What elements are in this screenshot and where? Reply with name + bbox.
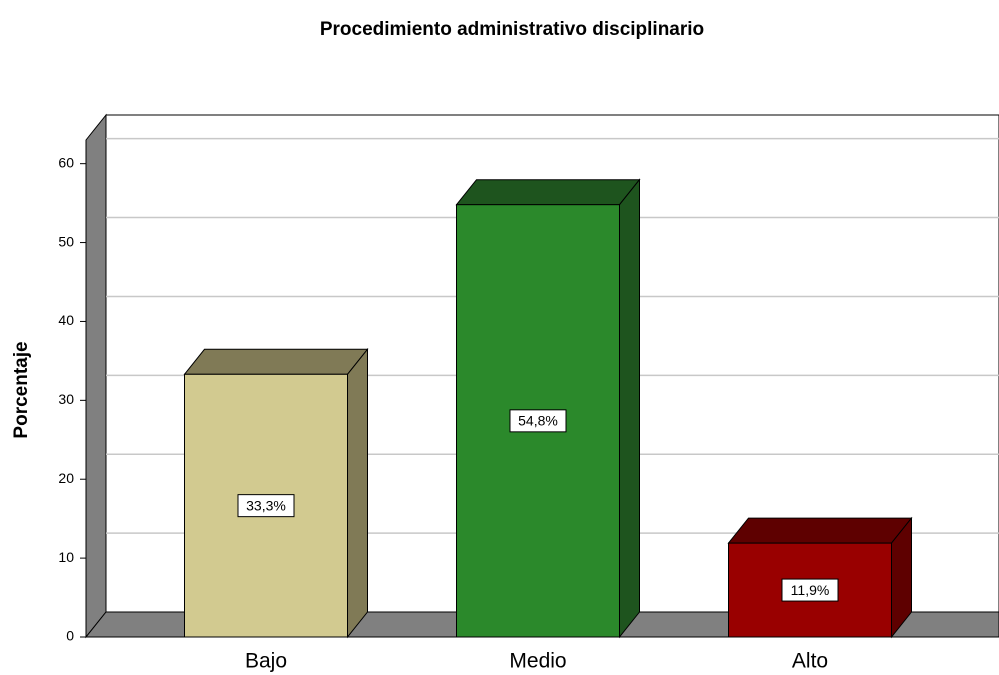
value-label: 33,3% bbox=[246, 497, 286, 513]
x-tick-label: Alto bbox=[792, 650, 828, 673]
y-tick-label: 40 bbox=[58, 312, 74, 328]
bar-side bbox=[619, 178, 640, 639]
y-tick-label: 30 bbox=[58, 391, 74, 407]
bar-top bbox=[727, 517, 913, 544]
y-tick-label: 0 bbox=[66, 628, 74, 644]
y-tick-label: 50 bbox=[58, 233, 74, 249]
left-wall bbox=[85, 113, 107, 639]
value-label: 54,8% bbox=[518, 413, 558, 429]
label-box bbox=[509, 409, 567, 433]
y-tick-label: 20 bbox=[58, 470, 74, 486]
y-tick-label: 10 bbox=[58, 549, 74, 565]
x-tick-label: Medio bbox=[509, 650, 566, 673]
bar-top bbox=[455, 179, 641, 206]
y-tick-label: 60 bbox=[58, 154, 74, 170]
chart-title: Procedimiento administrativo disciplinar… bbox=[320, 19, 704, 40]
y-axis-label: Porcentaje bbox=[11, 341, 32, 438]
value-label: 11,9% bbox=[791, 582, 830, 598]
label-box bbox=[781, 578, 839, 602]
bar-top bbox=[183, 348, 369, 375]
label-box bbox=[237, 494, 295, 518]
bar-side bbox=[347, 347, 368, 639]
x-tick-label: Bajo bbox=[245, 650, 287, 673]
